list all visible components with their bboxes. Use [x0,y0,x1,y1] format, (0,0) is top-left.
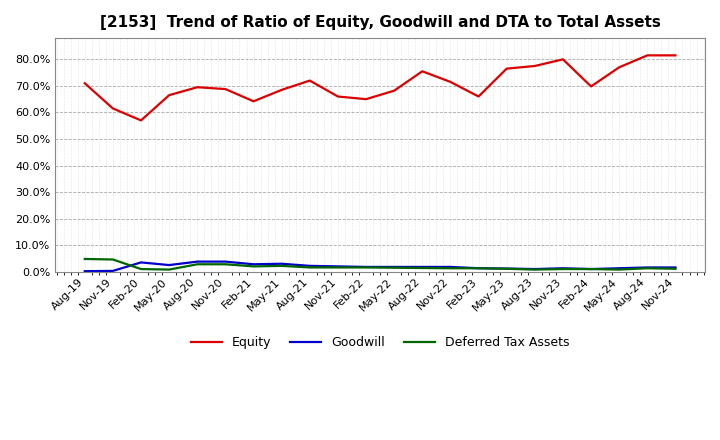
Goodwill [305,263,314,268]
Deferred Tax Assets [671,266,680,271]
Goodwill [221,259,230,264]
Goodwill [361,264,370,270]
Line: Deferred Tax Assets: Deferred Tax Assets [85,259,675,270]
Equity [221,86,230,92]
Goodwill [390,264,398,270]
Equity [503,66,511,71]
Goodwill [671,265,680,270]
Equity [446,79,455,84]
Equity [390,88,398,93]
Goodwill [277,261,286,266]
Equity [193,84,202,90]
Deferred Tax Assets [81,257,89,262]
Deferred Tax Assets [193,262,202,267]
Goodwill [333,264,342,269]
Deferred Tax Assets [165,267,174,272]
Deferred Tax Assets [615,267,624,272]
Goodwill [81,268,89,274]
Deferred Tax Assets [277,263,286,268]
Equity [305,78,314,83]
Deferred Tax Assets [531,267,539,272]
Deferred Tax Assets [109,257,117,262]
Line: Equity: Equity [85,55,675,121]
Equity [531,63,539,69]
Deferred Tax Assets [249,264,258,269]
Equity [165,92,174,98]
Goodwill [165,262,174,268]
Deferred Tax Assets [137,266,145,271]
Deferred Tax Assets [503,266,511,271]
Deferred Tax Assets [587,266,595,271]
Deferred Tax Assets [446,266,455,271]
Equity [361,96,370,102]
Equity [615,65,624,70]
Goodwill [503,266,511,271]
Equity [249,99,258,104]
Goodwill [559,266,567,271]
Equity [474,94,483,99]
Goodwill [531,266,539,271]
Deferred Tax Assets [559,266,567,271]
Equity [643,53,652,58]
Goodwill [193,259,202,264]
Deferred Tax Assets [221,262,230,267]
Deferred Tax Assets [418,265,427,271]
Equity [671,53,680,58]
Deferred Tax Assets [474,266,483,271]
Equity [418,69,427,74]
Goodwill [109,268,117,274]
Goodwill [249,262,258,267]
Equity [81,81,89,86]
Goodwill [137,260,145,265]
Goodwill [643,265,652,270]
Equity [137,118,145,123]
Goodwill [615,266,624,271]
Goodwill [418,264,427,270]
Equity [559,57,567,62]
Deferred Tax Assets [333,265,342,270]
Deferred Tax Assets [390,265,398,270]
Deferred Tax Assets [305,265,314,270]
Line: Goodwill: Goodwill [85,262,675,271]
Deferred Tax Assets [361,265,370,270]
Equity [109,106,117,111]
Equity [277,87,286,92]
Deferred Tax Assets [643,266,652,271]
Goodwill [474,266,483,271]
Equity [333,94,342,99]
Goodwill [587,266,595,271]
Goodwill [446,264,455,270]
Legend: Equity, Goodwill, Deferred Tax Assets: Equity, Goodwill, Deferred Tax Assets [186,331,575,354]
Title: [2153]  Trend of Ratio of Equity, Goodwill and DTA to Total Assets: [2153] Trend of Ratio of Equity, Goodwil… [99,15,660,30]
Equity [587,84,595,89]
